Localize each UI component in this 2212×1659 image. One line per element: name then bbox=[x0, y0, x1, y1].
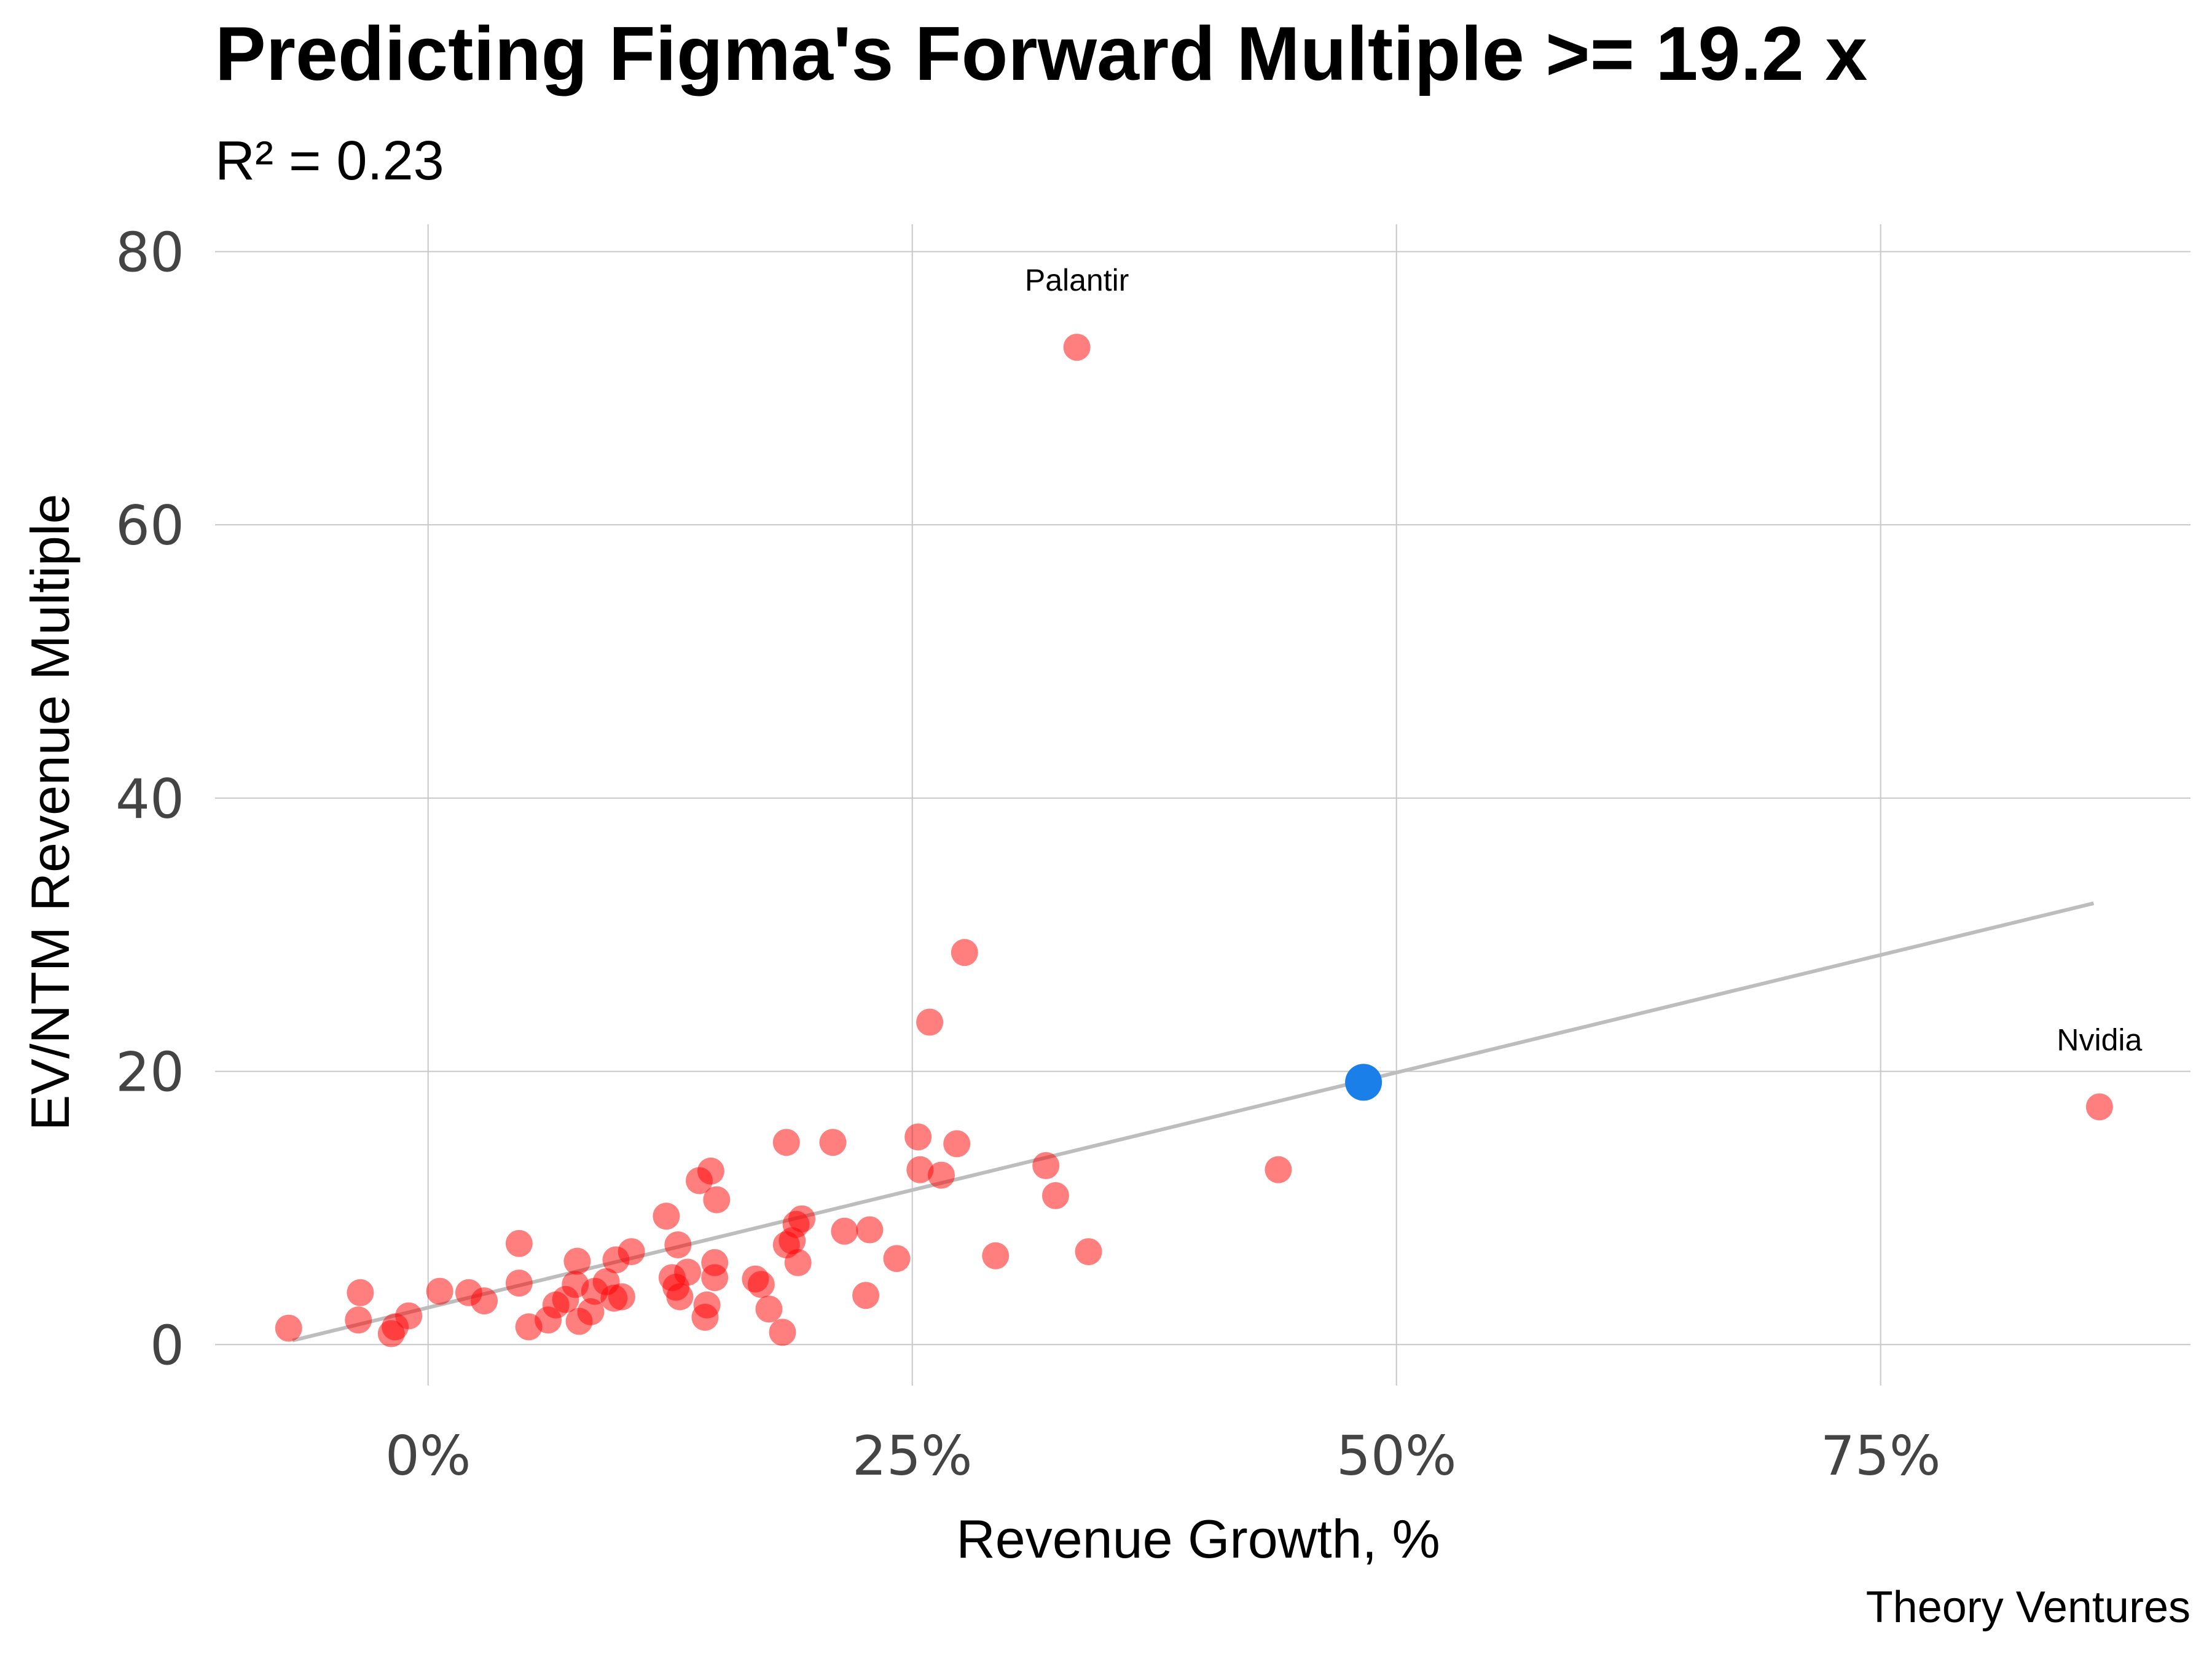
y-tick-label: 40 bbox=[116, 767, 184, 831]
data-point bbox=[664, 1231, 692, 1258]
data-point bbox=[275, 1314, 302, 1342]
y-tick-label: 20 bbox=[116, 1041, 184, 1104]
points-layer bbox=[275, 334, 2113, 1347]
chart-subtitle: R² = 0.23 bbox=[215, 130, 444, 192]
data-point bbox=[701, 1264, 729, 1292]
y-tick-label: 80 bbox=[116, 221, 184, 284]
data-point bbox=[2085, 1093, 2113, 1121]
data-point bbox=[505, 1269, 533, 1297]
data-point bbox=[345, 1306, 372, 1334]
data-point bbox=[852, 1282, 880, 1309]
data-point bbox=[788, 1205, 816, 1233]
tick-label-layer: 0 20 40 60 80 0% 25% 50% 75% bbox=[116, 221, 1940, 1488]
point-annotation: Nvidia bbox=[2057, 1022, 2142, 1057]
data-point bbox=[982, 1242, 1010, 1269]
data-point bbox=[1032, 1152, 1060, 1180]
data-point bbox=[563, 1247, 591, 1275]
x-axis-label: Revenue Growth, % bbox=[956, 1508, 1440, 1569]
figma-point bbox=[1345, 1064, 1382, 1101]
data-point bbox=[904, 1123, 932, 1151]
data-point bbox=[943, 1130, 971, 1158]
highlight-layer bbox=[1345, 1064, 1382, 1101]
data-point bbox=[819, 1129, 847, 1156]
x-tick-label: 50% bbox=[1336, 1424, 1457, 1488]
data-point bbox=[1041, 1182, 1069, 1209]
data-point bbox=[755, 1295, 783, 1323]
data-point bbox=[347, 1279, 374, 1306]
data-point bbox=[772, 1129, 800, 1156]
data-point bbox=[916, 1008, 944, 1036]
y-axis-label: EV/NTM Revenue Multiple bbox=[20, 494, 80, 1131]
fit-line-layer bbox=[292, 901, 2095, 1343]
y-tick-label: 0 bbox=[150, 1314, 184, 1377]
annotation-layer: Palantir Nvidia bbox=[1025, 263, 2143, 1057]
data-point bbox=[883, 1245, 911, 1273]
data-point bbox=[395, 1302, 423, 1330]
data-point bbox=[471, 1287, 498, 1315]
data-point bbox=[505, 1230, 533, 1257]
x-tick-label: 0% bbox=[385, 1424, 471, 1488]
data-point bbox=[577, 1298, 605, 1325]
data-point bbox=[653, 1202, 680, 1230]
data-point bbox=[697, 1157, 724, 1185]
x-tick-label: 25% bbox=[852, 1424, 973, 1488]
data-point bbox=[831, 1217, 858, 1245]
point-annotation: Palantir bbox=[1025, 263, 1129, 297]
data-point bbox=[951, 939, 978, 967]
data-point bbox=[1075, 1238, 1102, 1266]
data-point bbox=[666, 1283, 694, 1311]
data-point bbox=[674, 1258, 702, 1286]
data-point bbox=[927, 1161, 955, 1189]
chart-title: Predicting Figma's Forward Multiple >= 1… bbox=[215, 12, 1867, 96]
data-point bbox=[693, 1291, 721, 1319]
x-tick-label: 75% bbox=[1821, 1424, 1941, 1488]
data-point bbox=[747, 1271, 775, 1298]
data-point bbox=[618, 1238, 645, 1266]
data-point bbox=[1265, 1156, 1292, 1183]
data-point bbox=[769, 1319, 796, 1346]
regression-line bbox=[292, 901, 2095, 1343]
data-point bbox=[1063, 334, 1091, 361]
credit-label: Theory Ventures bbox=[1866, 1583, 2190, 1632]
grid-layer bbox=[215, 224, 2190, 1386]
data-point bbox=[608, 1283, 635, 1311]
data-point bbox=[784, 1249, 812, 1276]
data-point bbox=[426, 1277, 453, 1305]
data-point bbox=[703, 1186, 731, 1214]
data-point bbox=[856, 1216, 884, 1244]
data-point bbox=[906, 1156, 934, 1183]
y-tick-label: 60 bbox=[116, 494, 184, 557]
